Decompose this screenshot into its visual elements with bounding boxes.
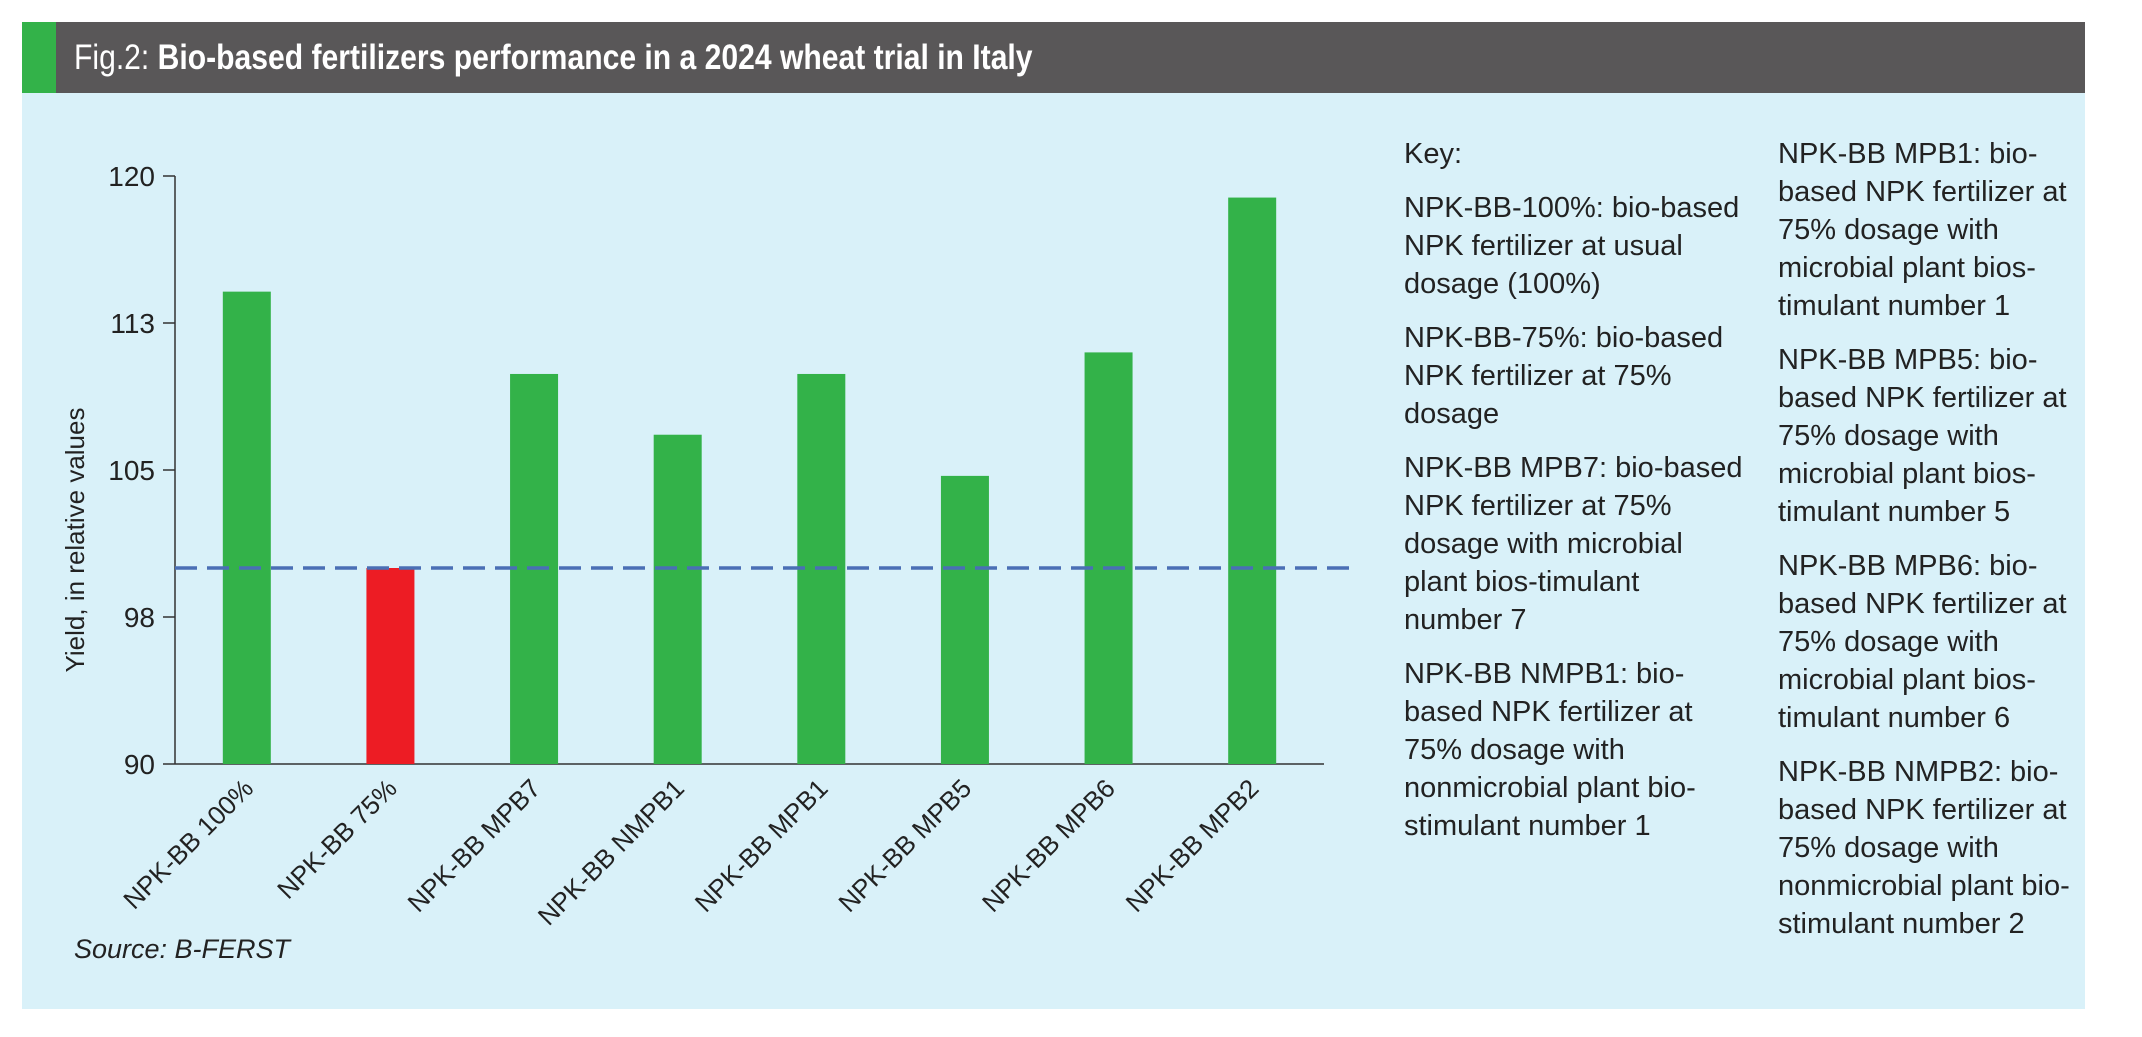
x-category-label: NPK-BB MPB7 [401, 773, 546, 918]
figure-title: Fig.2: Bio-based fertilizers performance… [74, 22, 1033, 93]
x-category-label: NPK-BB MPB2 [1120, 773, 1265, 918]
header-accent-bar [22, 22, 56, 93]
bar [1084, 352, 1133, 764]
x-category-label: NPK-BB 75% [271, 773, 403, 905]
y-tick-label: 120 [108, 161, 155, 192]
x-category-label: NPK-BB MPB1 [689, 773, 834, 918]
legend-key-entry: NPK-BB-75%: bio-based NPK fertilizer at … [1404, 322, 1724, 430]
y-axis-title: Yield, in relative values [60, 408, 90, 673]
bar [653, 434, 702, 764]
source-note: Source: B-FERST [74, 934, 291, 964]
x-category-label: NPK-BB MPB6 [976, 773, 1121, 918]
figure-panel: Fig.2: Bio-based fertilizers performance… [22, 22, 2085, 1009]
bar-chart: 90 98 105 113 120 Yield, in relative values NP… [60, 161, 1354, 931]
legend-key-entry: NPK-BB MPB1: bio-based NPK fertilizer at… [1778, 138, 2067, 322]
x-category-label: NPK-BB NMPB1 [532, 773, 690, 931]
legend-key-entry: NPK-BB NMPB1: bio-based NPK fertilizer a… [1404, 658, 1696, 842]
bar [222, 291, 271, 764]
figure-title-text: Bio-based fertilizers performance in a 2… [157, 38, 1033, 77]
y-tick-label: 105 [108, 455, 155, 486]
figure-header: Fig.2: Bio-based fertilizers performance… [22, 22, 2085, 93]
x-category-label: NPK-BB 100% [117, 773, 259, 915]
bar [940, 475, 989, 764]
legend-key-entry: NPK-BB-100%: bio-based NPK fertilizer at… [1404, 192, 1740, 300]
figure-number: Fig.2: [74, 38, 150, 77]
bar [1228, 197, 1277, 764]
legend-key-column-1: Key: NPK-BB-100%: bio-based NPK fertiliz… [1404, 135, 1744, 861]
x-category-label: NPK-BB MPB5 [832, 773, 977, 918]
legend-key-entry: NPK-BB MPB7: bio-based NPK fertilizer at… [1404, 452, 1743, 636]
legend-key-entry: NPK-BB MPB5: bio-based NPK fertilizer at… [1778, 344, 2067, 528]
y-tick-label: 90 [124, 749, 155, 780]
y-tick-label: 98 [124, 602, 155, 633]
legend-key-heading: Key: [1404, 138, 1463, 170]
legend-key-entry: NPK-BB MPB6: bio-based NPK fertilizer at… [1778, 550, 2067, 734]
legend-key-entry: NPK-BB NMPB2: bio-based NPK fertilizer a… [1778, 756, 2070, 940]
y-tick-label: 113 [110, 308, 155, 339]
bar [366, 568, 415, 764]
legend-key-column-2: NPK-BB MPB1: bio-based NPK fertilizer at… [1778, 135, 2098, 959]
